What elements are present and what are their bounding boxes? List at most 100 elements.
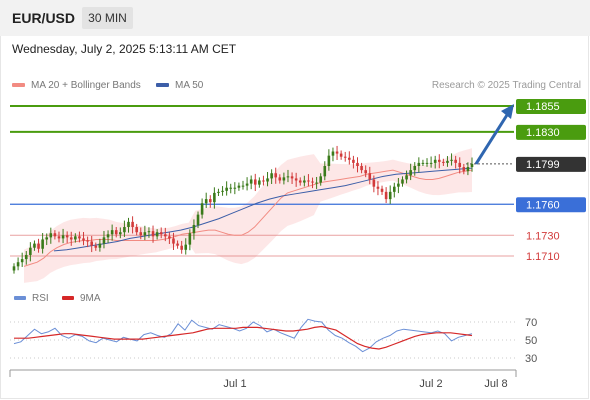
- candle-body: [282, 177, 286, 181]
- rsi-tick-30: 30: [525, 353, 537, 365]
- candle-body: [368, 173, 372, 180]
- candle-body: [364, 170, 367, 174]
- candle-body: [290, 176, 294, 179]
- rsi-tick-50: 50: [525, 335, 537, 347]
- bollinger-band: [24, 148, 472, 283]
- current-price-label: 1.1799: [526, 159, 560, 171]
- candle-body: [258, 180, 261, 185]
- candle-body: [323, 166, 327, 177]
- candle-body: [360, 166, 363, 171]
- candle-body: [262, 180, 265, 182]
- candle-body: [131, 221, 134, 228]
- candle-body: [372, 179, 376, 187]
- candle-body: [233, 187, 237, 189]
- ma20-line: [23, 169, 473, 267]
- candle-body: [90, 241, 93, 246]
- copyright-text: Research © 2025 Trading Central: [431, 80, 581, 91]
- candle-body: [237, 185, 241, 188]
- rsi-ma-line: [14, 325, 473, 350]
- candle-body: [450, 159, 453, 161]
- candle-body: [335, 151, 339, 154]
- candle-body: [356, 162, 359, 166]
- candle-body: [106, 234, 110, 238]
- x-tick-label: Jul 1: [223, 378, 246, 390]
- candle-body: [409, 170, 412, 176]
- candle-body: [33, 243, 36, 248]
- candle-body: [180, 245, 183, 250]
- candle-body: [110, 230, 114, 235]
- current-price-tag: [516, 156, 586, 172]
- candle-body: [45, 237, 49, 240]
- candle-body: [401, 179, 404, 184]
- candle-body: [188, 233, 192, 245]
- rsi-label: RSI: [32, 293, 49, 304]
- candle-body: [49, 233, 53, 238]
- candle-body: [266, 178, 269, 182]
- candle-body: [249, 179, 253, 184]
- rsi-tick-70: 70: [525, 317, 537, 329]
- candle-body: [352, 159, 355, 163]
- candle-body: [413, 166, 417, 171]
- candle-body: [200, 203, 204, 215]
- candle-body: [102, 237, 106, 244]
- x-tick-label: Jul 8: [484, 378, 507, 390]
- candle-body: [339, 153, 343, 157]
- candle-body: [155, 232, 159, 237]
- candle-body: [466, 167, 470, 172]
- ma50-swatch: [156, 83, 169, 88]
- candle-body: [470, 163, 474, 168]
- candle-body: [164, 234, 167, 237]
- candle-body: [307, 180, 310, 182]
- rsi-swatch: [14, 296, 26, 301]
- candle-body: [86, 240, 89, 242]
- candle-body: [397, 183, 400, 187]
- candle-body: [294, 178, 298, 181]
- support-2-label: 1.1730: [526, 230, 560, 242]
- candle-body: [82, 238, 85, 241]
- candle-body: [437, 159, 441, 162]
- candle-body: [168, 236, 171, 239]
- candle-body: [405, 175, 408, 180]
- candle-body: [57, 236, 61, 239]
- symbol-title: EUR/USD: [12, 10, 76, 26]
- candle-body: [278, 177, 282, 181]
- candle-body: [143, 232, 147, 236]
- candle-body: [119, 232, 122, 235]
- timeframe-button[interactable]: 30 MIN: [82, 7, 133, 29]
- legend-rsi-ma: 9MA: [62, 293, 101, 304]
- rsi-ma-swatch: [62, 296, 74, 301]
- candle-body: [24, 254, 28, 260]
- candle-body: [217, 191, 220, 193]
- candle-body: [286, 176, 290, 178]
- candle-body: [221, 190, 224, 192]
- candle-body: [139, 232, 143, 236]
- support-1-tag: [516, 197, 586, 213]
- candle-body: [65, 235, 69, 238]
- candle-body: [343, 156, 347, 158]
- candle-body: [98, 243, 102, 248]
- candle-body: [94, 245, 98, 248]
- candle-body: [327, 155, 331, 166]
- resistance-1-tag: [516, 124, 586, 140]
- candle-body: [393, 186, 396, 192]
- candle-body: [16, 262, 20, 267]
- candle-body: [311, 181, 314, 183]
- candle-body: [319, 176, 322, 183]
- candle-body: [172, 238, 175, 244]
- candle-body: [253, 179, 257, 185]
- support-3-label: 1.1710: [526, 251, 560, 263]
- candle-body: [446, 160, 449, 163]
- candle-body: [303, 180, 306, 183]
- candle-body: [114, 230, 118, 235]
- candle-body: [204, 199, 208, 204]
- candle-body: [159, 232, 163, 235]
- candle-body: [225, 187, 228, 191]
- candle-body: [208, 199, 212, 203]
- candle-body: [229, 187, 233, 189]
- candle-body: [458, 162, 462, 168]
- candle-body: [151, 231, 155, 237]
- candle-body: [417, 162, 421, 166]
- support-1-label: 1.1760: [526, 199, 560, 211]
- candle-body: [241, 185, 245, 187]
